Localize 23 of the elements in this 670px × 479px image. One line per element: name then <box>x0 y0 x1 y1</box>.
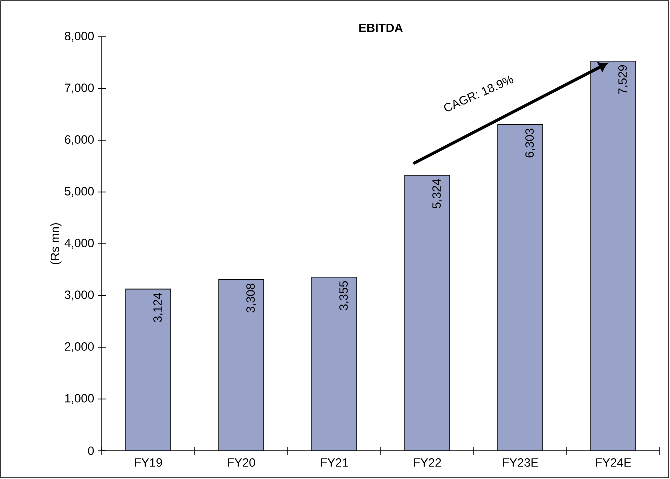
y-tick-label: 2,000 <box>65 342 94 352</box>
y-tick-label: 5,000 <box>65 187 94 198</box>
data-label: 6,303 <box>526 128 536 158</box>
y-tick-label: 0 <box>88 446 94 456</box>
x-tick-label: FY24E <box>596 458 632 467</box>
x-tick-label: FY19 <box>135 458 162 467</box>
data-label: 7,529 <box>618 65 628 94</box>
y-tick-label: 4,000 <box>64 239 94 249</box>
x-tick-label: FY23E <box>503 458 538 467</box>
y-tick-label: 7,000 <box>65 84 94 94</box>
y-tick-label: 1,000 <box>65 394 94 404</box>
chart-title: EBITDA <box>360 24 403 32</box>
y-tick-label: 6,000 <box>65 136 94 146</box>
y-tick-label: 8,000 <box>65 32 94 42</box>
x-tick-label: FY21 <box>321 458 348 467</box>
data-label: 3,355 <box>340 281 350 310</box>
y-axis-title: (Rs mn) <box>50 223 62 264</box>
y-tick-label: 3,000 <box>65 290 94 301</box>
x-tick-label: FY20 <box>228 458 256 467</box>
x-tick-label: FY22 <box>414 458 442 467</box>
data-label: 5,324 <box>432 179 442 208</box>
data-label: 3,124 <box>154 293 164 322</box>
data-label: 3,308 <box>246 284 256 313</box>
